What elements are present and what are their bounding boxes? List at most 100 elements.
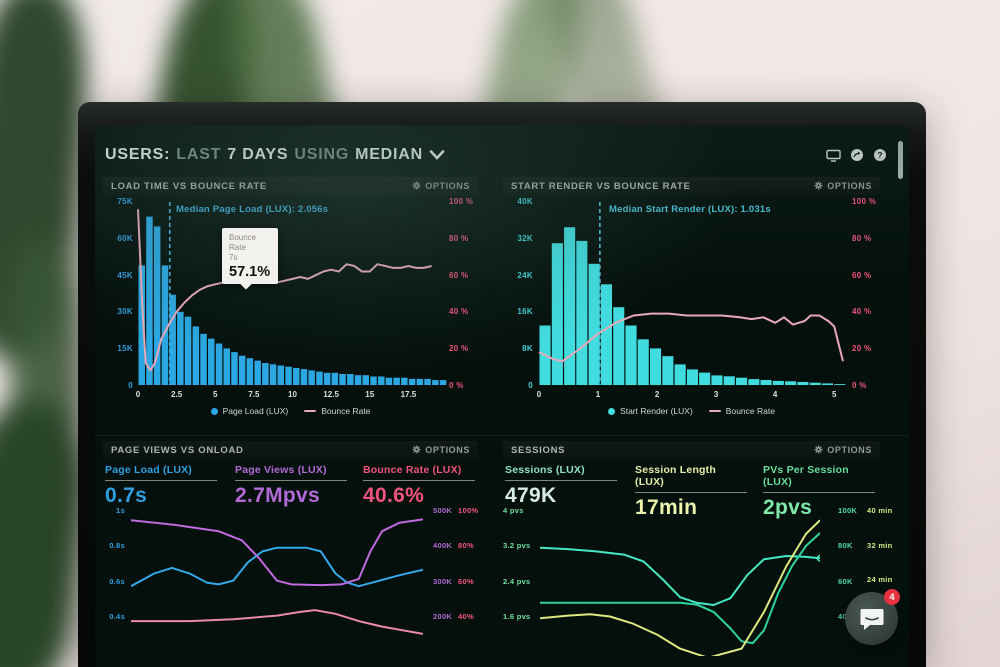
histogram-bar xyxy=(177,311,184,385)
axis-tick-label: 2.4 pvs xyxy=(503,576,531,586)
axis-tick-label: 40 % xyxy=(852,307,872,317)
axis-tick-label: 1s xyxy=(116,506,125,515)
axis-tick-label: 0 xyxy=(528,380,533,390)
legend-line-marker xyxy=(708,410,721,412)
axis-tick-label: 24 min xyxy=(867,575,893,584)
legend-label: Start Render (LUX) xyxy=(620,406,693,416)
legend-item: Bounce Rate xyxy=(304,406,370,416)
load-time-histogram[interactable] xyxy=(137,202,447,385)
users-filter-dropdown[interactable]: USERS: LAST 7 DAYS USING MEDIAN xyxy=(105,146,445,164)
histogram-bar xyxy=(834,384,846,385)
header-title-part: USERS: xyxy=(105,146,171,163)
axis-tick-label: 80K xyxy=(838,541,853,551)
chat-widget-button[interactable]: 4 xyxy=(845,589,900,645)
axis-tick-label: 45K xyxy=(117,270,133,280)
median-annotation: Median Page Load (LUX): 2.056s xyxy=(176,204,329,215)
series-line xyxy=(540,546,820,606)
panel-title: PAGE VIEWS VS ONLOAD xyxy=(111,444,244,456)
header-title-part: LAST xyxy=(176,146,222,163)
histogram-bar xyxy=(184,316,192,385)
x-axis-tick-label: 5 xyxy=(213,390,218,399)
options-button[interactable]: OPTIONS xyxy=(412,181,470,192)
axis-tick-label: 0 xyxy=(128,380,133,390)
histogram-bar xyxy=(146,216,153,385)
x-axis-tick-label: 15 xyxy=(365,390,375,399)
axis-tick-label: 500K xyxy=(433,506,453,515)
metric-underline xyxy=(105,480,217,481)
metric-value: 40.6% xyxy=(363,484,425,507)
axis-tick-label: 80% xyxy=(458,541,474,551)
metric-value: 2.7Mpvs xyxy=(235,484,320,507)
histogram-bar xyxy=(439,380,447,385)
histogram-bar xyxy=(223,348,230,385)
panel-header-page-views: PAGE VIEWS VS ONLOAD OPTIONS xyxy=(103,441,478,459)
histogram-bar xyxy=(821,383,833,385)
histogram-bar xyxy=(625,325,637,385)
histogram-bar xyxy=(736,377,748,385)
sessions-line-chart[interactable] xyxy=(540,506,820,656)
axis-tick-label: 40 % xyxy=(449,307,469,317)
options-button[interactable]: OPTIONS xyxy=(814,445,872,456)
options-button[interactable]: OPTIONS xyxy=(412,445,470,456)
axis-tick-label: 32 min xyxy=(867,540,893,550)
help-icon[interactable]: ? xyxy=(873,148,887,167)
bounce-rate-line xyxy=(538,312,844,363)
panel-header-start-render: START RENDER VS BOUNCE RATE OPTIONS xyxy=(503,177,880,195)
x-axis-tick-label: 0 xyxy=(135,390,141,399)
axis-tick-label: 0.6s xyxy=(109,576,125,586)
histogram-bar xyxy=(316,371,323,385)
metric-session-length-lux: Session Length (LUX) 17min xyxy=(635,464,747,520)
share-icon[interactable] xyxy=(850,148,864,167)
histogram-bar xyxy=(378,376,385,385)
page-views-line-chart[interactable] xyxy=(131,506,423,656)
legend-label: Bounce Rate xyxy=(321,406,371,416)
metric-value: 479K xyxy=(505,484,557,507)
gear-icon xyxy=(412,181,421,192)
x-axis-tick-label: 5 xyxy=(831,390,837,399)
axis-tick-label: 0.4s xyxy=(109,611,125,621)
histogram-bar xyxy=(686,369,698,385)
display-icon[interactable] xyxy=(826,149,841,167)
metric-label: PVs Per Session (LUX) xyxy=(763,464,849,488)
axis-tick-label: 40 min xyxy=(867,506,893,515)
histogram-bar xyxy=(362,375,369,385)
histogram-bar xyxy=(246,358,254,385)
options-button[interactable]: OPTIONS xyxy=(814,181,872,192)
axis-tick-label: 20 % xyxy=(852,344,872,354)
x-axis-tick-label: 10 xyxy=(288,390,297,399)
panel-header-sessions: SESSIONS OPTIONS xyxy=(503,441,880,459)
start-render-histogram[interactable] xyxy=(538,202,846,386)
scrollbar[interactable] xyxy=(898,141,903,179)
panel-title: LOAD TIME VS BOUNCE RATE xyxy=(111,180,267,192)
legend-line-marker xyxy=(304,410,317,412)
metric-label: Bounce Rate (LUX) xyxy=(363,464,462,476)
histogram-bar xyxy=(308,370,315,385)
axis-tick-label: 16K xyxy=(517,307,533,317)
histogram-bar xyxy=(323,372,331,385)
histogram-bar xyxy=(285,366,292,385)
panel-title: START RENDER VS BOUNCE RATE xyxy=(511,180,691,192)
histogram-bar xyxy=(401,377,408,385)
histogram-bar xyxy=(424,378,431,385)
axis-tick-label: 60 % xyxy=(449,270,469,280)
histogram-bar xyxy=(192,326,200,385)
axis-tick-label: 100K xyxy=(838,506,858,515)
header-title-part: USING xyxy=(294,146,350,163)
legend-item: Start Render (LUX) xyxy=(608,406,693,416)
svg-text:?: ? xyxy=(877,150,882,160)
axis-tick-label: 60% xyxy=(458,576,474,586)
gear-icon xyxy=(814,181,823,192)
chat-notification-badge: 4 xyxy=(884,589,900,605)
histogram-bar xyxy=(208,338,215,385)
histogram-bar xyxy=(408,378,416,385)
gear-icon xyxy=(412,445,421,456)
histogram-bar xyxy=(564,227,576,385)
axis-tick-label: 60K xyxy=(838,576,853,586)
metric-label: Page Load (LUX) xyxy=(105,464,193,476)
histogram-bar xyxy=(809,382,821,385)
histogram-bar xyxy=(238,355,246,385)
axis-tick-label: 80 % xyxy=(852,233,872,243)
axis-tick-label: 100% xyxy=(458,506,479,515)
axis-tick-label: 1.6 pvs xyxy=(503,611,531,621)
axis-tick-label: 80 % xyxy=(449,233,469,243)
